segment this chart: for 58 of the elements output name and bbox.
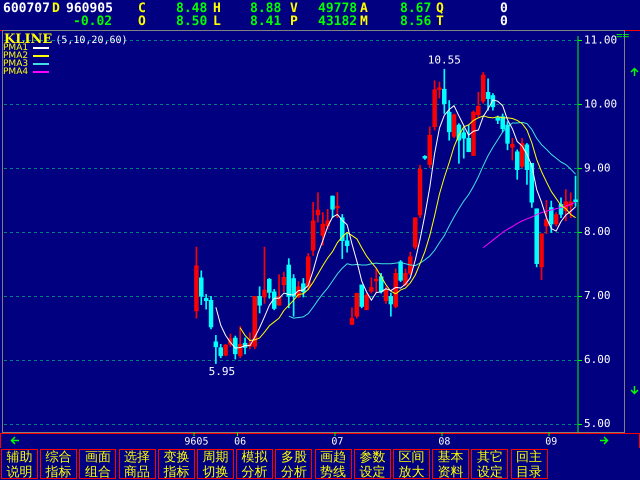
text: 43182 bbox=[318, 14, 358, 29]
text: 画面组合 bbox=[79, 449, 116, 480]
y-tick-label: 7.00 bbox=[584, 289, 610, 302]
text: 8.48 bbox=[176, 1, 208, 16]
text: 综合指标 bbox=[40, 449, 78, 480]
x-tick-label: 08 bbox=[438, 436, 450, 448]
text: 8.50 bbox=[176, 14, 208, 29]
text: A bbox=[360, 1, 368, 16]
y-tick-label: 10.00 bbox=[584, 97, 618, 110]
y-tick-label: 8.00 bbox=[584, 225, 610, 238]
text: 其它设定 bbox=[471, 449, 508, 480]
text: (5,10,20,60) bbox=[55, 35, 128, 46]
annotation: 5.95 bbox=[208, 364, 236, 378]
text: 基本资料 bbox=[432, 449, 470, 480]
x-tick-label: 06 bbox=[234, 436, 246, 448]
text: 0 bbox=[500, 14, 508, 29]
y-tick-label: 11.00 bbox=[584, 33, 618, 46]
y-tick-label: 9.00 bbox=[584, 161, 610, 174]
y-tick-label: 6.00 bbox=[584, 353, 610, 366]
y-tick-label: 5.00 bbox=[584, 417, 610, 430]
text: 960905 bbox=[66, 1, 113, 16]
x-tick-label: 9605 bbox=[184, 436, 208, 448]
x-tick-label: 07 bbox=[331, 436, 344, 448]
text: 变换指标 bbox=[158, 449, 195, 480]
legend-label: PMA2 bbox=[3, 50, 30, 60]
text: 8.56 bbox=[400, 14, 432, 29]
text: 8.41 bbox=[250, 14, 282, 29]
text: V bbox=[290, 1, 298, 16]
text: 模拟分析 bbox=[236, 449, 274, 480]
x-tick-label: 09 bbox=[545, 436, 558, 448]
text: 8.67 bbox=[400, 1, 432, 16]
text: L bbox=[213, 14, 221, 29]
text: 参数设定 bbox=[354, 449, 391, 480]
text: 周期切换 bbox=[197, 449, 234, 480]
text: 8.88 bbox=[250, 1, 282, 16]
text: == bbox=[616, 29, 630, 42]
text: T bbox=[436, 14, 444, 29]
text: D bbox=[52, 1, 60, 16]
text: -0.02 bbox=[73, 14, 112, 29]
annotation: 10.55 bbox=[428, 54, 461, 67]
text: 多股分析 bbox=[275, 449, 312, 480]
text: 画趋势线 bbox=[314, 449, 352, 480]
text: 回主目录 bbox=[510, 449, 548, 480]
text: 辅助说明 bbox=[1, 449, 38, 480]
text: 选择商品 bbox=[118, 449, 156, 480]
text: 600707 bbox=[3, 1, 50, 16]
legend-label: PMA4 bbox=[3, 66, 30, 76]
text: 49778 bbox=[318, 1, 358, 16]
legend-label: PMA3 bbox=[3, 58, 30, 68]
text: P bbox=[290, 14, 298, 29]
legend-label: PMA1 bbox=[3, 42, 28, 52]
text: 0 bbox=[500, 1, 508, 16]
text: C bbox=[138, 1, 146, 16]
text: 区间放大 bbox=[393, 449, 430, 480]
text: Q bbox=[436, 1, 444, 16]
text: H bbox=[213, 1, 221, 16]
text: M bbox=[360, 14, 368, 29]
text: O bbox=[138, 14, 146, 29]
